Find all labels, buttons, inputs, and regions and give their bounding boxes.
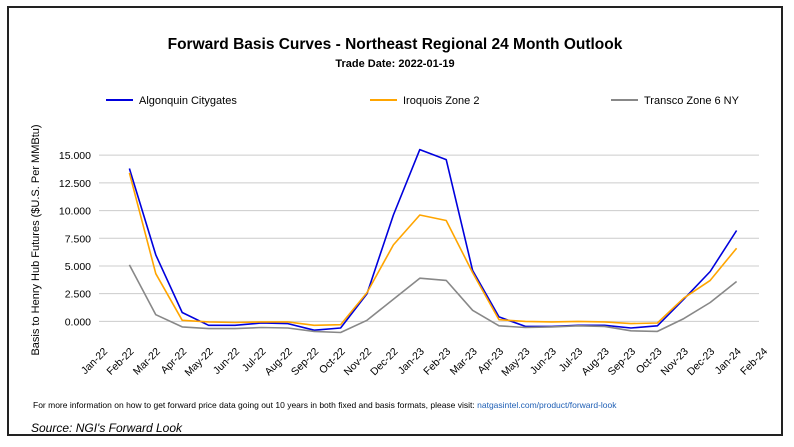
y-tick-label: 0.000	[65, 316, 91, 328]
x-tick-label: Jan-23	[396, 346, 427, 377]
x-tick-label: Feb-24	[738, 346, 770, 378]
x-tick-label: Jun-23	[528, 346, 559, 377]
y-axis-label: Basis to Henry Hub Futures ($U.S. Per MM…	[30, 124, 42, 355]
legend-label-transco: Transco Zone 6 NY	[644, 95, 740, 107]
series-line-iroquois-zone-2	[128, 172, 738, 327]
legend: Algonquin Citygates Iroquois Zone 2 Tran…	[106, 95, 740, 107]
x-tick-label: Jan-24	[713, 346, 744, 377]
y-tick-label: 10.000	[59, 206, 91, 218]
x-tick-label: Sep-22	[289, 346, 322, 379]
y-tick-label: 12.500	[59, 178, 91, 190]
series-line-algonquin-citygates	[128, 148, 738, 331]
x-tick-label: Nov-22	[342, 346, 375, 379]
y-tick-labels: 0.000 2.500 5.000 7.500 10.000 12.500 15.000	[59, 150, 91, 328]
x-tick-label: Feb-23	[421, 346, 453, 378]
legend-label-iroquois: Iroquois Zone 2	[403, 95, 479, 107]
legend-label-algonquin: Algonquin Citygates	[139, 95, 237, 107]
x-tick-label: Jan-22	[79, 346, 110, 377]
chart-frame: Forward Basis Curves - Northeast Regiona…	[7, 6, 783, 436]
x-tick-label: May-23	[499, 346, 532, 379]
source-note: Source: NGI's Forward Look	[31, 421, 183, 435]
x-tick-label: Feb-22	[105, 346, 137, 378]
x-tick-label: Nov-23	[658, 346, 691, 379]
footnote-link[interactable]: natgasintel.com/product/forward-look	[477, 400, 617, 410]
chart-title: Forward Basis Curves - Northeast Regiona…	[168, 36, 623, 53]
x-tick-labels: Jan-22Feb-22Mar-22Apr-22May-22Jun-22Jul-…	[79, 346, 770, 379]
footnote: For more information on how to get forwa…	[33, 400, 783, 410]
y-tick-label: 7.500	[65, 233, 91, 245]
y-tick-label: 5.000	[65, 261, 91, 273]
x-tick-label: Aug-23	[579, 346, 612, 379]
chart-canvas: Forward Basis Curves - Northeast Regiona…	[30, 36, 770, 379]
series-lines	[128, 148, 738, 334]
x-tick-label: Dec-22	[368, 346, 401, 379]
x-tick-label: May-22	[182, 346, 215, 379]
y-tick-label: 15.000	[59, 150, 91, 162]
footnote-text: For more information on how to get forwa…	[33, 400, 475, 410]
x-tick-label: Jun-22	[211, 346, 242, 377]
series-line-transco-zone-6-ny	[128, 264, 738, 334]
x-tick-label: Mar-23	[448, 346, 480, 378]
gridlines	[99, 154, 759, 322]
x-tick-label: Mar-22	[131, 346, 163, 378]
x-tick-label: Aug-22	[262, 346, 295, 379]
x-tick-label: Sep-23	[606, 346, 639, 379]
chart-subtitle: Trade Date: 2022-01-19	[335, 58, 454, 70]
x-tick-label: Dec-23	[685, 346, 718, 379]
y-tick-label: 2.500	[65, 289, 91, 301]
